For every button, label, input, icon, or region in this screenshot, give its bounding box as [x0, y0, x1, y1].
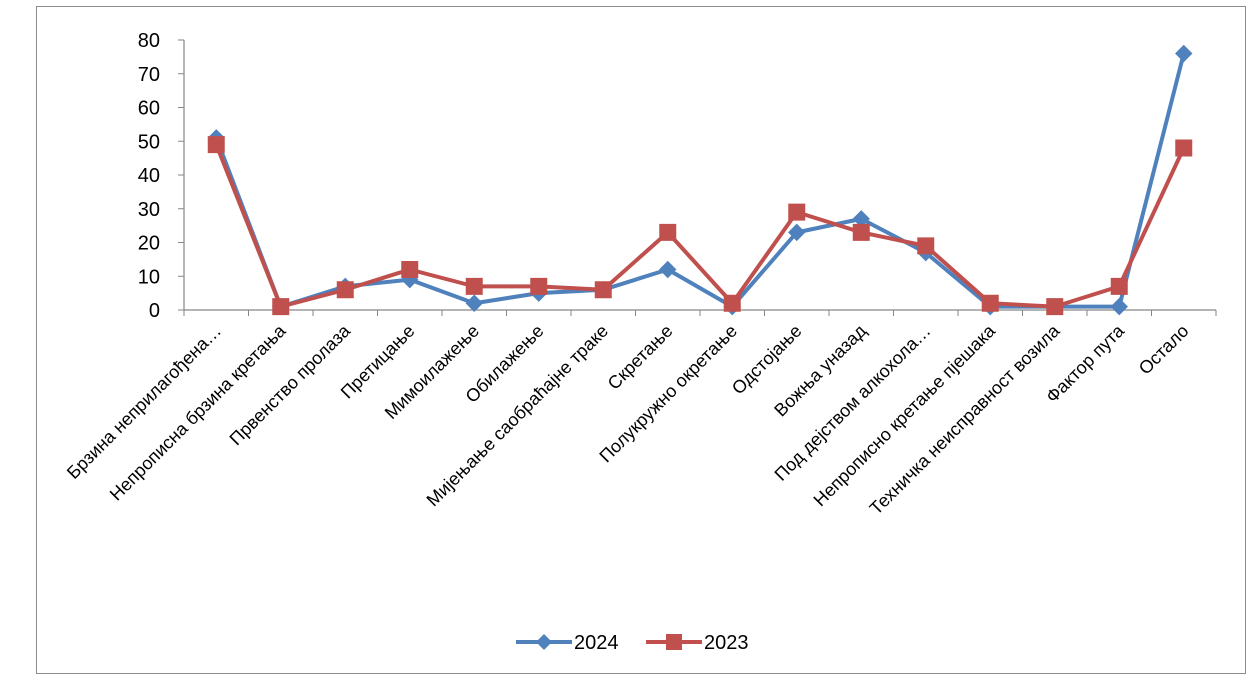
data-point-2023	[917, 237, 935, 255]
data-point-2023	[981, 294, 999, 312]
data-point-2023	[401, 261, 419, 278]
data-point-2024	[659, 260, 677, 279]
data-point-2023	[788, 203, 806, 221]
y-tick-label: 10	[138, 266, 160, 288]
data-point-2023	[1175, 139, 1193, 157]
y-tick-label: 0	[149, 300, 160, 322]
data-point-2023	[336, 281, 354, 299]
x-category-label: Остало	[1135, 321, 1193, 379]
data-point-2023	[659, 223, 677, 241]
data-point-2023	[207, 136, 225, 154]
legend-marker-2024	[536, 634, 552, 650]
legend-label-2024: 2024	[574, 632, 619, 654]
y-tick-label: 70	[138, 64, 160, 86]
y-tick-label: 80	[138, 30, 160, 52]
y-tick-label: 30	[138, 199, 160, 221]
data-point-2024	[1110, 297, 1128, 316]
y-tick-label: 60	[138, 98, 160, 120]
data-point-2023	[594, 281, 612, 299]
data-point-2023	[530, 277, 548, 295]
data-point-2024	[1175, 44, 1193, 63]
data-point-2023	[852, 223, 870, 241]
legend-marker-2023	[666, 634, 682, 650]
data-point-2023	[723, 294, 741, 312]
data-point-2024	[788, 223, 806, 242]
x-category-label: Првенство пролаза	[226, 320, 355, 449]
data-point-2023	[1046, 298, 1064, 316]
legend-label-2023: 2023	[704, 632, 749, 654]
y-tick-label: 50	[138, 131, 160, 153]
chart-frame	[36, 6, 1246, 674]
data-point-2023	[272, 298, 290, 316]
data-point-2023	[465, 277, 483, 295]
series-line-2023	[214, 143, 1186, 309]
data-point-2024	[465, 294, 483, 312]
data-point-2023	[1110, 277, 1128, 295]
y-tick-label: 40	[138, 165, 160, 187]
y-tick-label: 20	[138, 233, 160, 255]
